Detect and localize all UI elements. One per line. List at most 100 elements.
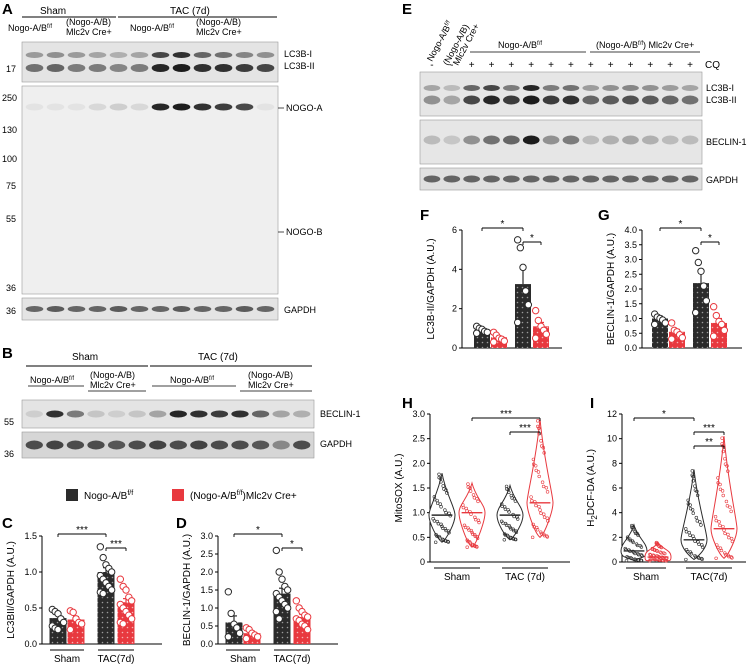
data-point: [439, 480, 443, 484]
lc3b-ii-e-band-9: [582, 95, 600, 105]
panel-i-letter: I: [590, 395, 594, 412]
beclin-b-band-6: [128, 410, 146, 418]
data-point: [694, 258, 703, 267]
data-point: [696, 555, 700, 559]
data-point: [717, 320, 726, 329]
panel-e-cq-signs: - - + + + + + + + + + + + +: [430, 60, 693, 71]
cq-sign-8: +: [568, 60, 574, 71]
bar-2: [491, 337, 507, 348]
sig-label: *: [256, 525, 260, 536]
data-point: [725, 504, 730, 508]
cq-sign-9: +: [588, 60, 594, 71]
data-point: [639, 553, 644, 557]
lc3b-ii-e-band-14: [681, 95, 699, 105]
panel-c-letter: C: [2, 515, 13, 532]
data-point: [466, 482, 470, 486]
data-point: [723, 457, 727, 461]
data-point: [444, 528, 448, 533]
beclin-e-band-14: [681, 135, 699, 145]
lc3b-i-e-band-5: [503, 85, 520, 91]
lc3b-i-e-band-7: [542, 85, 560, 91]
data-point: [512, 497, 517, 501]
lc3b-ii-e-band-2: [443, 95, 461, 105]
data-point: [688, 503, 692, 507]
cq-sign-5: +: [508, 60, 514, 71]
data-point: [514, 537, 518, 542]
data-point: [730, 556, 734, 560]
lc3b-i-band-1: [25, 52, 44, 58]
panel-a-mw-130: 130: [2, 125, 17, 135]
lc3b-i-band-7: [151, 52, 170, 58]
gapdh-a-band-10: [214, 306, 233, 312]
data-point: [507, 524, 511, 528]
gapdh-a-band-5: [109, 306, 128, 312]
data-point: [647, 559, 652, 563]
beclin-e-band-3: [463, 135, 480, 145]
data-point: [538, 508, 542, 512]
panel-b-geno-ko-2a: (Nogo-A/B): [248, 370, 293, 380]
data-point: [729, 536, 734, 541]
data-point: [534, 503, 538, 508]
data-point: [502, 532, 507, 536]
chart-c: 0.0 0.5 1.0 1.5 LC3BII/GAPDH (A.U.) *** *** Sha…: [6, 525, 162, 665]
data-point: [445, 491, 449, 495]
lc3b-ii-e-band-8: [562, 95, 580, 105]
beclin-b-band-11: [231, 410, 249, 418]
lc3b-ii-e-band-13: [661, 95, 679, 105]
data-point: [631, 526, 635, 530]
panel-a-label-nogo-a: NOGO-A: [286, 103, 323, 113]
nogo-a-band-6: [130, 103, 149, 111]
panel-a-geno-ctrl-1: Nogo-A/Bf/f: [8, 23, 52, 33]
data-point: [684, 527, 688, 531]
data-point: [534, 316, 543, 325]
panel-a-geno-ko-2b: Mlc2v Cre+: [196, 27, 242, 37]
chart-h: 0 0.5 1.0 1.5 2.0 2.5 3.0 MitoSOX (A.U.) *** *** S…: [394, 409, 570, 583]
data-point: [667, 335, 676, 343]
data-point: [726, 532, 730, 537]
data-point: [470, 532, 475, 536]
data-point: [638, 544, 642, 548]
data-point: [696, 540, 700, 544]
panel-g-letter: G: [598, 207, 610, 224]
data-point: [539, 511, 543, 515]
data-point: [678, 333, 687, 342]
panel-a-mw-100: 100: [2, 154, 17, 164]
sig-label: *: [679, 219, 683, 230]
data-point: [697, 267, 705, 275]
data-point: [625, 555, 629, 559]
data-point: [691, 474, 695, 479]
data-point: [690, 469, 694, 473]
cq-sign-2: -: [450, 60, 453, 71]
data-point: [728, 505, 732, 509]
sig-label: ***: [703, 423, 715, 434]
data-point: [688, 550, 693, 554]
lc3b-ii-band-7: [151, 64, 170, 72]
data-point: [511, 537, 516, 541]
data-point: [477, 520, 481, 525]
data-point: [690, 508, 695, 512]
data-point: [437, 534, 441, 539]
y-tick-label: 3.0: [412, 409, 425, 419]
data-point: [503, 521, 508, 526]
data-point: [693, 553, 697, 558]
data-point: [444, 488, 448, 492]
y-tick-label: 0: [452, 343, 457, 353]
beclin-b-band-10: [210, 410, 229, 418]
y-tick-label: 1.0: [624, 314, 637, 324]
data-point: [473, 534, 477, 539]
lc3b-ii-band-4: [88, 64, 107, 72]
data-point: [531, 457, 536, 462]
data-point: [253, 633, 262, 641]
panel-a-mw-36: 36: [6, 283, 16, 293]
lc3b-i-e-band-12: [642, 85, 659, 91]
gapdh-e-band-4: [483, 175, 500, 183]
data-point: [99, 553, 107, 562]
data-point: [465, 545, 469, 549]
data-point: [633, 531, 638, 535]
data-point: [77, 620, 86, 628]
data-point: [514, 529, 518, 533]
data-point: [640, 554, 644, 558]
data-point: [712, 311, 721, 320]
data-point: [475, 535, 479, 539]
data-point: [107, 568, 116, 576]
